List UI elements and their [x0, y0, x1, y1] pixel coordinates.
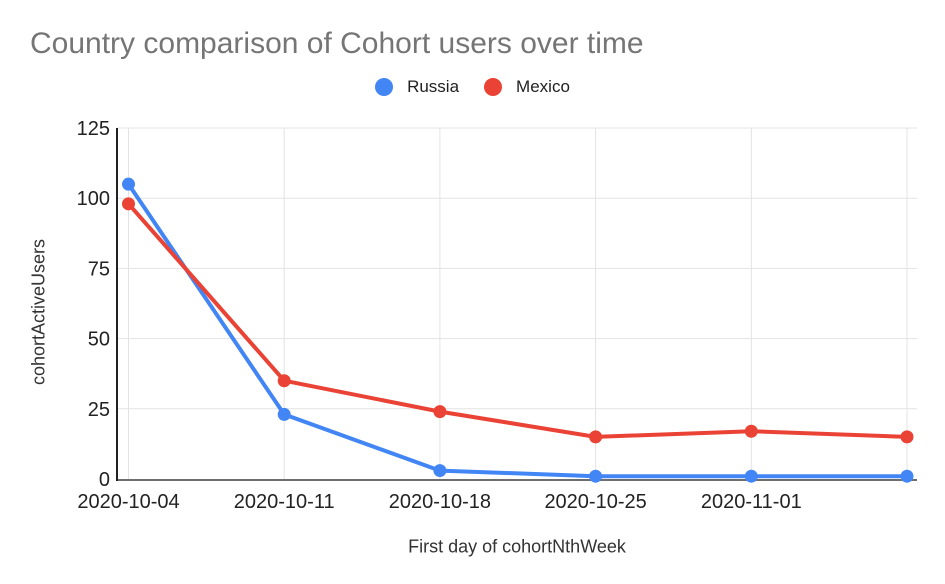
x-tick-label-2020-10-04: 2020-10-04: [77, 491, 179, 513]
russia-point-2020-10-25[interactable]: [589, 469, 603, 483]
legend-label-russia: Russia: [407, 77, 460, 96]
mexico-point-last[interactable]: [900, 430, 914, 444]
russia-point-2020-10-18[interactable]: [433, 464, 447, 478]
y-tick-label-25: 25: [88, 399, 110, 421]
y-tick-label-75: 75: [88, 258, 110, 280]
russia-series-line: [126, 182, 909, 479]
mexico-point-2020-10-25[interactable]: [589, 430, 603, 444]
russia-point-2020-11-01[interactable]: [744, 469, 758, 483]
mexico-point-2020-10-11[interactable]: [277, 374, 291, 388]
chart-title: Country comparison of Cohort users over …: [30, 27, 644, 60]
x-axis-title: First day of cohortNthWeek: [408, 536, 626, 557]
russia-point-last[interactable]: [900, 469, 914, 483]
russia-point-2020-10-04[interactable]: [122, 177, 135, 191]
y-tick-label-0: 0: [99, 469, 110, 491]
legend-label-mexico: Mexico: [516, 77, 570, 96]
mexico-point-2020-11-01[interactable]: [744, 424, 758, 438]
russia-point-2020-10-11[interactable]: [277, 407, 291, 421]
x-tick-label-2020-11-01: 2020-11-01: [701, 491, 802, 513]
y-tick-label-125: 125: [77, 118, 110, 140]
mexico-series-line: [126, 201, 909, 439]
y-tick-label-100: 100: [77, 188, 110, 210]
mexico-point-2020-10-18[interactable]: [433, 405, 447, 419]
chart-legend: Russia Mexico: [0, 77, 945, 97]
mexico-legend-dot-icon: [484, 78, 503, 96]
x-tick-label-2020-10-18: 2020-10-18: [389, 491, 491, 513]
legend-item-mexico[interactable]: Mexico: [484, 77, 570, 97]
y-axis-title: cohortActiveUsers: [28, 238, 49, 386]
russia-legend-dot-icon: [375, 78, 394, 96]
y-tick-label-50: 50: [88, 329, 110, 351]
x-tick-label-2020-10-25: 2020-10-25: [544, 491, 646, 513]
mexico-point-2020-10-04[interactable]: [122, 197, 135, 211]
legend-item-russia[interactable]: Russia: [375, 77, 459, 97]
x-tick-label-2020-10-11: 2020-10-11: [234, 491, 335, 513]
